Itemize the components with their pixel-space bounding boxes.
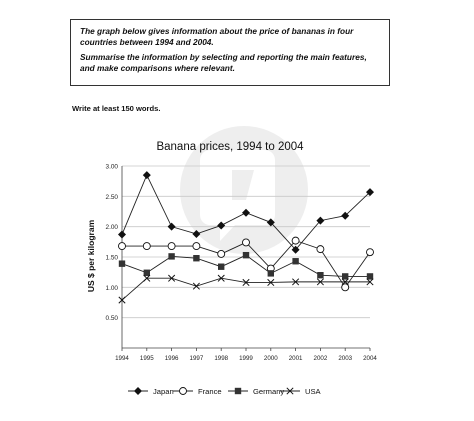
data-point-germany [143, 269, 150, 276]
data-point-japan [167, 222, 176, 231]
data-point-japan [217, 221, 226, 230]
data-point-france [217, 250, 226, 258]
data-point-france [291, 236, 300, 245]
data-point-japan [118, 230, 126, 239]
x-axis-ticks: 1994 1995 1996 1997 1998 1999 2000 2001 2002 2003… [115, 348, 377, 362]
x-tick-label: 2000 [264, 355, 278, 362]
data-point-germany [317, 272, 324, 279]
x-tick-label: 1999 [239, 355, 253, 362]
data-point-usa [267, 278, 275, 287]
task-prompt-box: The graph below gives information about … [70, 19, 390, 86]
data-point-japan [291, 245, 300, 254]
x-tick-label: 1997 [190, 355, 204, 362]
y-tick-label: 1.00 [106, 285, 119, 292]
chart-title: Banana prices, 1994 to 2004 [156, 141, 304, 153]
x-tick-label: 2002 [314, 355, 328, 362]
x-tick-label: 1996 [165, 355, 179, 362]
data-point-japan [192, 229, 201, 238]
x-tick-label: 1994 [115, 355, 129, 362]
data-point-france [316, 245, 325, 254]
y-tick-label: 2.00 [106, 224, 119, 231]
data-point-usa [341, 278, 349, 286]
data-point-usa [192, 282, 200, 290]
data-point-france [192, 242, 201, 251]
data-point-usa [292, 278, 300, 286]
data-point-japan [142, 171, 151, 180]
data-point-france [118, 242, 126, 251]
data-point-germany [366, 273, 374, 280]
series-usa [118, 274, 374, 304]
y-axis-ticks: 0.50 1.00 1.50 2.00 2.50 3.00 [106, 164, 119, 323]
data-point-france [341, 283, 350, 292]
data-point-usa [118, 296, 126, 304]
data-point-japan [316, 216, 325, 225]
data-point-usa [242, 278, 250, 287]
legend-item-germany: Germany [228, 387, 284, 396]
watermark-logo [180, 126, 308, 254]
data-point-france [366, 248, 374, 257]
x-tick-label: 2001 [289, 355, 303, 362]
task-instruction: Summarise the information by selecting a… [80, 52, 367, 73]
data-point-usa [143, 274, 151, 282]
legend: Japan France Germany USA [128, 387, 322, 396]
data-point-germany [292, 258, 299, 265]
x-tick-label: 2003 [338, 355, 352, 362]
data-point-germany [193, 255, 200, 262]
y-axis-label: US $ per kilogram [86, 219, 96, 292]
data-point-germany [218, 263, 225, 270]
series-germany [118, 251, 374, 280]
data-point-france [142, 242, 151, 251]
x-tick-label: 2004 [363, 355, 377, 362]
legend-item-usa: USA [280, 387, 322, 396]
series-japan [118, 171, 374, 254]
legend-item-france: France [173, 387, 222, 396]
data-point-usa [316, 278, 324, 286]
legend-marker-germany [234, 387, 242, 395]
data-point-japan [266, 218, 275, 227]
y-tick-label: 0.50 [106, 315, 119, 322]
data-point-japan [341, 211, 350, 220]
data-point-france [167, 242, 176, 251]
data-point-france [242, 238, 250, 247]
legend-marker-japan [134, 387, 142, 395]
task-description: The graph below gives information about … [80, 26, 354, 47]
data-point-germany [168, 253, 175, 260]
x-tick-label: 1998 [214, 355, 228, 362]
word-count-instruction: Write at least 150 words. [72, 104, 161, 113]
data-point-germany [242, 251, 250, 259]
data-point-usa [168, 274, 176, 282]
data-point-germany [118, 260, 126, 267]
legend-label-germany: Germany [253, 387, 284, 396]
series-line-usa [121, 277, 370, 301]
legend-marker-usa [286, 387, 294, 395]
y-tick-label: 2.50 [106, 194, 119, 201]
legend-marker-france [179, 387, 187, 395]
data-point-japan [366, 188, 374, 197]
y-tick-label: 3.00 [106, 164, 119, 171]
y-tick-label: 1.50 [106, 255, 119, 262]
data-point-usa [366, 278, 374, 286]
legend-item-japan: Japan [128, 387, 174, 396]
data-point-japan [242, 208, 250, 217]
legend-label-france: France [198, 387, 222, 396]
legend-label-usa: USA [305, 387, 322, 396]
data-point-germany [342, 273, 349, 280]
data-point-germany [267, 270, 274, 277]
series-group [118, 171, 374, 304]
x-tick-label: 1995 [140, 355, 154, 362]
data-point-usa [217, 274, 225, 282]
series-france [118, 236, 374, 292]
legend-label-japan: Japan [153, 387, 174, 396]
